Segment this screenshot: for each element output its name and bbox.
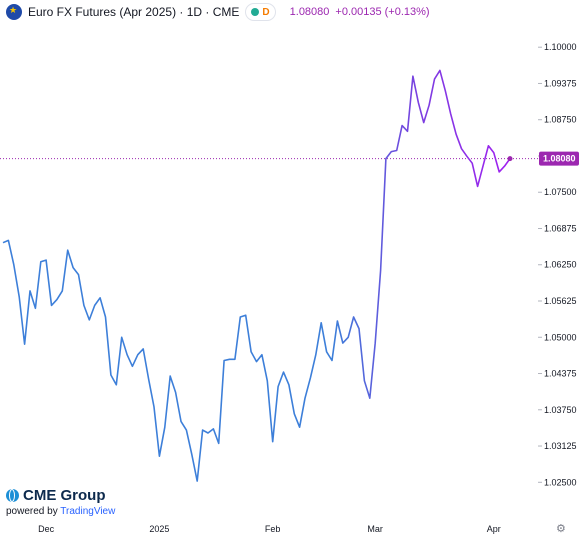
price-axis[interactable]: 1.100001.093751.087501.081251.075001.068… [538, 42, 577, 487]
y-tick-label: 1.05625 [544, 296, 577, 306]
y-tick-label: 1.08750 [544, 115, 577, 125]
y-tick-label: 1.03750 [544, 405, 577, 415]
settings-gear-icon[interactable]: ⚙ [556, 523, 566, 535]
price-change: +0.00135 (+0.13%) [335, 6, 430, 18]
tradingview-link[interactable]: TradingView [60, 506, 116, 517]
logo-name-row: CME Group [6, 487, 115, 504]
y-tick-label: 1.07500 [544, 187, 577, 197]
price-series-line [2, 69, 511, 482]
y-tick-label: 1.02500 [544, 477, 577, 487]
y-tick-label: 1.03125 [544, 441, 577, 451]
powered-by-text: powered by TradingView [6, 506, 115, 517]
last-price-marker [507, 156, 513, 162]
powered-prefix: powered by [6, 506, 61, 517]
x-tick-label: Apr [487, 524, 501, 534]
eu-flag-icon [6, 4, 22, 20]
cme-group-logo[interactable]: CME Group powered by TradingView [6, 487, 115, 517]
x-tick-label: 2025 [149, 524, 169, 534]
y-tick-label: 1.05000 [544, 332, 577, 342]
delay-badge-letter: D [262, 6, 270, 18]
x-tick-label: Feb [265, 524, 281, 534]
y-tick-label: 1.09375 [544, 78, 577, 88]
y-tick-label: 1.04375 [544, 369, 577, 379]
y-tick-label: 1.10000 [544, 42, 577, 52]
time-axis[interactable]: Dec 2025 Feb Mar Apr [38, 524, 501, 534]
last-price: 1.08080 [289, 6, 330, 18]
y-tick-label: 1.06875 [544, 223, 577, 233]
market-status-badge[interactable]: D [245, 3, 276, 21]
symbol-title[interactable]: Euro FX Futures (Apr 2025) · 1D · CME [28, 5, 240, 19]
last-price-tag-label: 1.08080 [543, 154, 576, 164]
y-tick-label: 1.06250 [544, 260, 577, 270]
logo-text: CME Group [23, 487, 106, 504]
x-tick-label: Dec [38, 524, 55, 534]
globe-icon [6, 489, 19, 502]
x-tick-label: Mar [367, 524, 383, 534]
last-price-tag: 1.08080 [539, 151, 579, 166]
market-open-dot-icon [251, 8, 260, 16]
chart-header: Euro FX Futures (Apr 2025) · 1D · CME D … [0, 0, 584, 24]
